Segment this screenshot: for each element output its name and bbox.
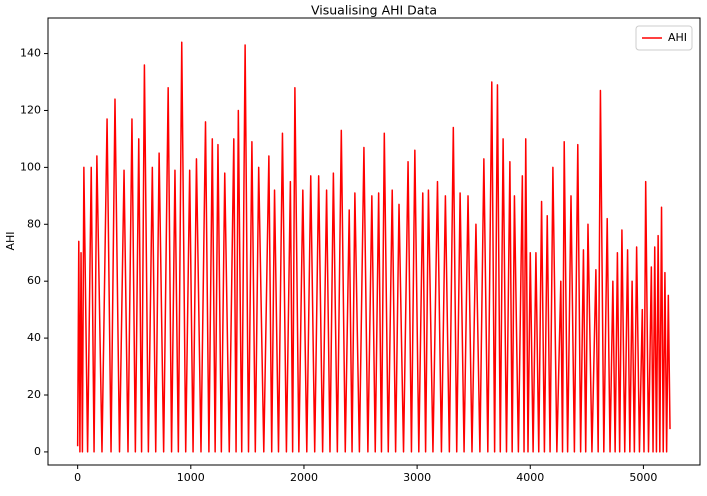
plot-frame — [47, 17, 701, 466]
x-tick-label: 5000 — [629, 471, 657, 484]
data-line — [76, 41, 671, 453]
legend-label: AHI — [668, 31, 687, 44]
x-tick-label: 0 — [74, 471, 81, 484]
y-tick-label: 40 — [27, 331, 41, 344]
y-tick-label: 140 — [20, 47, 41, 60]
x-tick-label: 2000 — [290, 471, 318, 484]
x-tick-label: 1000 — [177, 471, 205, 484]
y-tick-label: 20 — [27, 388, 41, 401]
x-tick-label: 4000 — [516, 471, 544, 484]
y-tick-label: 60 — [27, 274, 41, 287]
y-tick-label: 0 — [34, 445, 41, 458]
legend-box — [635, 25, 693, 51]
x-tick-label: 3000 — [403, 471, 431, 484]
y-tick-label: 120 — [20, 103, 41, 116]
y-axis-label: AHI — [4, 231, 17, 250]
y-tick-label: 100 — [20, 160, 41, 173]
y-tick-label: 80 — [27, 217, 41, 230]
chart-title: Visualising AHI Data — [311, 3, 437, 18]
